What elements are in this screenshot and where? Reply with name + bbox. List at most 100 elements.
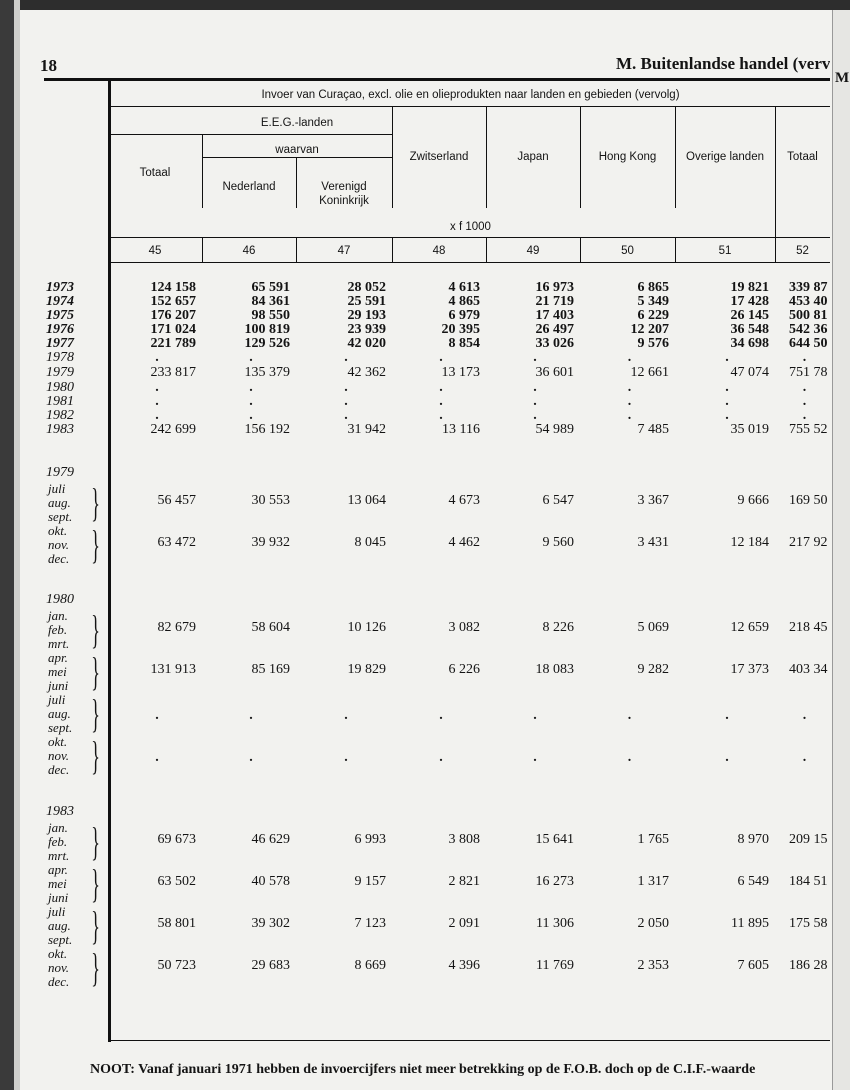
table-cell: 25 591 bbox=[347, 294, 387, 309]
table-cell: 63 472 bbox=[157, 535, 197, 550]
table-cell: 755 52 bbox=[789, 422, 828, 437]
table-bottom-border bbox=[111, 1040, 830, 1041]
table-cell: 17 428 bbox=[730, 294, 770, 309]
waarvan-rule bbox=[202, 157, 392, 158]
value-dot: . bbox=[627, 408, 632, 423]
table-cell: 124 158 bbox=[150, 280, 197, 295]
value-dot: . bbox=[627, 350, 632, 365]
table-cell: 217 92 bbox=[789, 535, 828, 550]
table-cell: 42 020 bbox=[347, 336, 387, 351]
table-cell: 186 28 bbox=[789, 958, 828, 973]
year-label: 1980 bbox=[46, 380, 74, 395]
quarter-brace-icon: } bbox=[91, 819, 100, 864]
table-cell: 30 553 bbox=[251, 493, 291, 508]
period-year-label: 1980 bbox=[46, 592, 74, 607]
value-dot: . bbox=[344, 394, 348, 409]
column-divider bbox=[775, 238, 776, 262]
month-label: nov. bbox=[48, 537, 70, 552]
unit-label: x f 1000 bbox=[450, 221, 491, 233]
year-label: 1974 bbox=[46, 294, 74, 309]
month-label: sept. bbox=[48, 720, 73, 735]
table-cell: 17 403 bbox=[535, 308, 575, 323]
column-header-6: Hong Kong bbox=[598, 151, 657, 163]
year-label: 1977 bbox=[46, 336, 74, 351]
month-label: dec. bbox=[48, 551, 70, 566]
month-label: mei bbox=[48, 876, 67, 891]
column-divider bbox=[392, 238, 393, 262]
table-cell: 39 932 bbox=[251, 535, 291, 550]
table-cell: 2 353 bbox=[637, 958, 670, 973]
column-number-5: 49 bbox=[526, 245, 540, 257]
year-label: 1982 bbox=[46, 408, 74, 423]
month-label: okt. bbox=[48, 946, 68, 961]
month-label: juli bbox=[48, 481, 66, 496]
quarter-brace-icon: } bbox=[91, 607, 100, 652]
value-dot: . bbox=[249, 708, 253, 723]
table-cell: 35 019 bbox=[730, 422, 770, 437]
month-label: mrt. bbox=[48, 848, 70, 863]
month-label: juli bbox=[48, 692, 66, 707]
value-dot: . bbox=[249, 408, 253, 423]
table-cell: 131 913 bbox=[150, 662, 197, 677]
year-label: 1979 bbox=[46, 365, 74, 380]
table-cell: 7 485 bbox=[637, 422, 670, 437]
table-cell: 33 026 bbox=[535, 336, 575, 351]
month-label: jan. bbox=[48, 820, 68, 835]
value-dot: . bbox=[344, 408, 348, 423]
table-cell: 29 683 bbox=[251, 958, 291, 973]
value-dot: . bbox=[725, 350, 729, 365]
group-waarvan-label: waarvan bbox=[275, 144, 319, 156]
value-dot: . bbox=[344, 708, 348, 723]
month-label: mei bbox=[48, 664, 67, 679]
table-cell: 6 865 bbox=[637, 280, 670, 295]
table-cell: 500 81 bbox=[789, 308, 828, 323]
unit-rule bbox=[108, 237, 830, 238]
table-cell: 13 116 bbox=[442, 422, 480, 437]
value-dot: . bbox=[155, 350, 159, 365]
value-dot: . bbox=[439, 750, 443, 765]
quarter-brace-icon: } bbox=[91, 903, 100, 948]
year-label: 1978 bbox=[46, 350, 74, 365]
table-cell: 5 349 bbox=[637, 294, 670, 309]
table-cell: 21 719 bbox=[535, 294, 575, 309]
month-label: nov. bbox=[48, 960, 70, 975]
table-cell: 20 395 bbox=[441, 322, 481, 337]
table-cell: 58 604 bbox=[251, 620, 291, 635]
table-cell: 34 698 bbox=[730, 336, 770, 351]
value-dot: . bbox=[725, 708, 729, 723]
column-divider bbox=[486, 238, 487, 262]
table-cell: 4 613 bbox=[448, 280, 481, 295]
month-label: aug. bbox=[48, 706, 71, 721]
month-label: jan. bbox=[48, 608, 68, 623]
quarter-brace-icon: } bbox=[91, 733, 100, 778]
table-cell: 2 050 bbox=[637, 916, 670, 931]
value-dot: . bbox=[725, 408, 729, 423]
column-number-8: 52 bbox=[796, 245, 809, 257]
table-cell: 4 865 bbox=[448, 294, 481, 309]
table-cell: 8 226 bbox=[542, 620, 575, 635]
table-cell: 54 989 bbox=[535, 422, 575, 437]
table-cell: 28 052 bbox=[347, 280, 387, 295]
value-dot: . bbox=[249, 394, 253, 409]
table-cell: 171 024 bbox=[150, 322, 197, 337]
value-dot: . bbox=[155, 394, 159, 409]
table-cell: 26 145 bbox=[730, 308, 770, 323]
table-cell: 65 591 bbox=[251, 280, 291, 295]
period-year-label: 1983 bbox=[46, 804, 74, 819]
table-cell: 13 064 bbox=[347, 493, 387, 508]
table-cell: 12 207 bbox=[630, 322, 670, 337]
table-cell: 39 302 bbox=[251, 916, 291, 931]
eeg-rule bbox=[108, 134, 392, 135]
table-cell: 5 069 bbox=[637, 620, 670, 635]
month-label: okt. bbox=[48, 523, 68, 538]
column-header-1: Totaal bbox=[139, 167, 171, 179]
table-cell: 6 979 bbox=[448, 308, 481, 323]
page-number: 18 bbox=[40, 56, 57, 75]
column-divider bbox=[580, 107, 581, 208]
table-cell: 58 801 bbox=[157, 916, 197, 931]
table-cell: 8 854 bbox=[448, 336, 481, 351]
table-cell: 242 699 bbox=[150, 422, 197, 437]
value-dot: . bbox=[249, 380, 253, 395]
quarter-brace-icon: } bbox=[91, 522, 100, 567]
table-cell: 8 970 bbox=[737, 832, 770, 847]
